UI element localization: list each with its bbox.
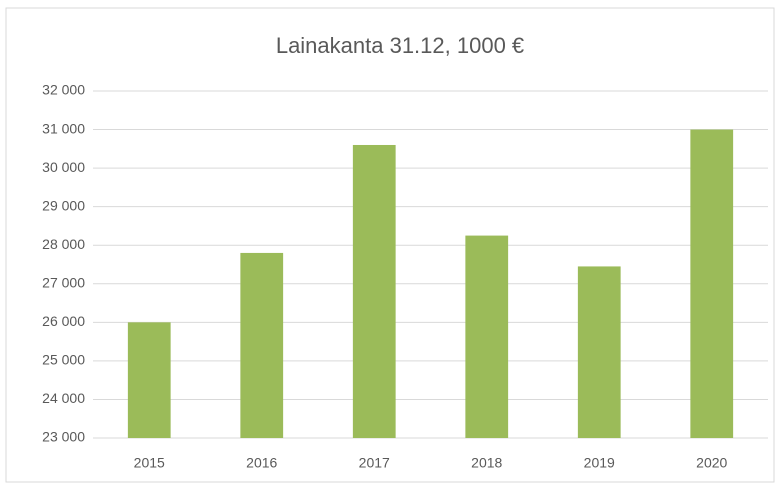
y-tick-label: 31 000 bbox=[42, 120, 85, 136]
x-tick-label: 2015 bbox=[134, 455, 165, 471]
bar bbox=[577, 266, 621, 438]
x-tick-label: 2020 bbox=[696, 455, 727, 471]
x-tick-label: 2017 bbox=[359, 455, 390, 471]
x-tick-label: 2018 bbox=[471, 455, 502, 471]
x-tick-label: 2019 bbox=[584, 455, 615, 471]
y-tick-label: 23 000 bbox=[42, 429, 85, 445]
bar bbox=[127, 322, 171, 438]
y-tick-label: 25 000 bbox=[42, 352, 85, 368]
bar bbox=[352, 144, 396, 438]
bar bbox=[465, 235, 509, 438]
bar bbox=[690, 129, 734, 439]
chart-title: Lainakanta 31.12, 1000 € bbox=[276, 33, 524, 58]
y-tick-label: 24 000 bbox=[42, 390, 85, 406]
y-tick-label: 30 000 bbox=[42, 159, 85, 175]
y-tick-label: 32 000 bbox=[42, 82, 85, 98]
y-tick-label: 27 000 bbox=[42, 274, 85, 290]
y-tick-label: 26 000 bbox=[42, 313, 85, 329]
y-tick-label: 29 000 bbox=[42, 197, 85, 213]
y-tick-label: 28 000 bbox=[42, 236, 85, 252]
bar bbox=[240, 252, 284, 438]
x-tick-label: 2016 bbox=[246, 455, 277, 471]
